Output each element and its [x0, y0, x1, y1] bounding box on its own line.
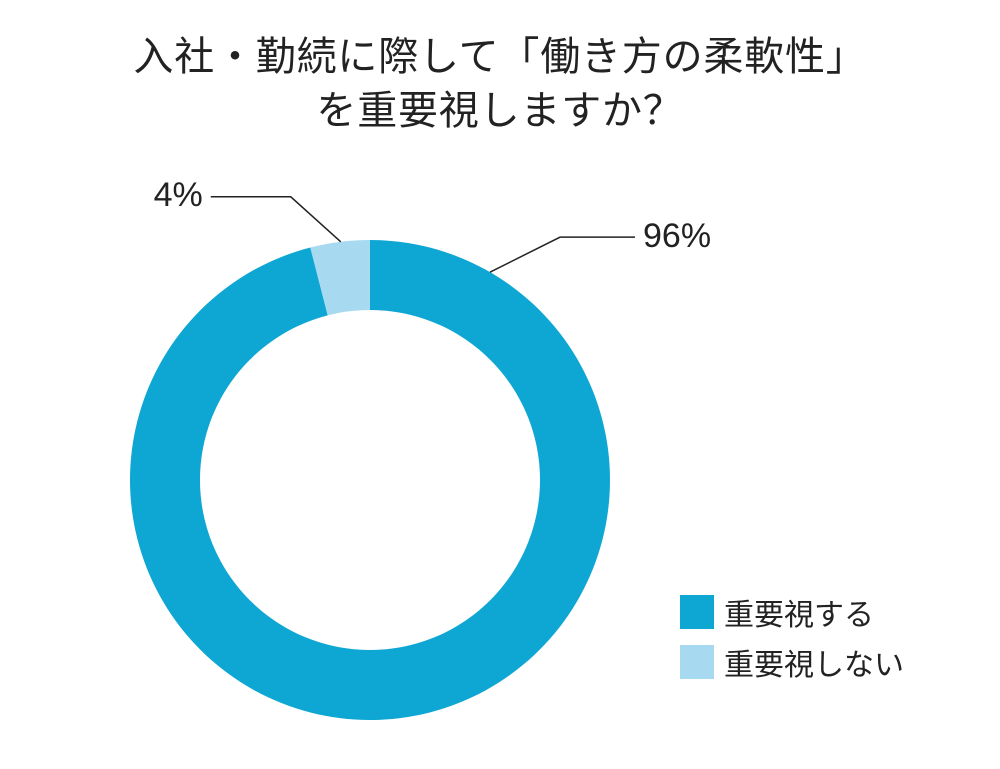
chart-legend: 重要視する重要視しない — [680, 590, 904, 690]
callout-leader — [211, 197, 341, 242]
legend-swatch — [680, 595, 714, 629]
legend-label: 重要視する — [724, 590, 874, 634]
callout-label: 4% — [154, 176, 203, 215]
callout-label: 96% — [643, 217, 711, 256]
callout-leader — [490, 237, 635, 272]
legend-item: 重要視する — [680, 590, 904, 634]
donut-slice — [130, 240, 610, 720]
legend-item: 重要視しない — [680, 640, 904, 684]
legend-swatch — [680, 645, 714, 679]
legend-label: 重要視しない — [724, 640, 904, 684]
